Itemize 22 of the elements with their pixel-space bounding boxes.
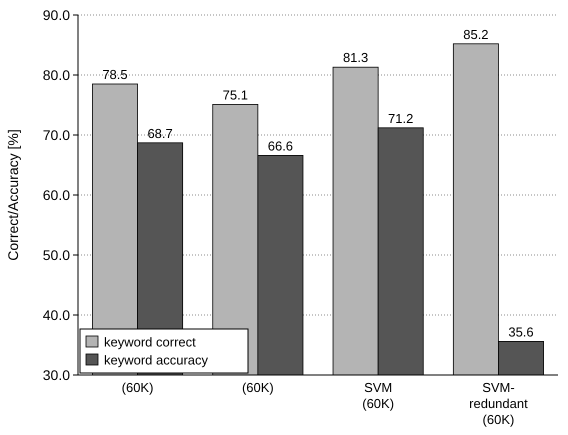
data-label: 85.2	[463, 26, 489, 42]
x-tick-label: SVM- redundant (60K)	[469, 380, 528, 427]
x-tick-label: SVM (60K)	[362, 380, 394, 411]
data-label: 66.6	[268, 138, 294, 154]
data-label: 78.5	[102, 67, 128, 82]
legend-label: keyword accuracy	[104, 352, 209, 368]
y-tick-label: 40.0	[42, 306, 70, 323]
y-tick-label: 30.0	[42, 366, 70, 383]
data-label: 75.1	[222, 87, 248, 102]
x-tick-label: (60K)	[122, 380, 154, 395]
data-label: 81.3	[342, 50, 368, 66]
y-tick-label: 90.0	[42, 6, 70, 23]
y-tick-label: 80.0	[42, 66, 70, 83]
y-tick-label: 50.0	[42, 246, 70, 263]
data-label: 68.7	[147, 126, 173, 141]
x-tick-label: (60K)	[242, 380, 274, 395]
y-tick-label: 60.0	[42, 186, 70, 203]
legend-label: keyword correct	[104, 334, 196, 350]
y-tick-label: 70.0	[42, 126, 70, 143]
y-axis-title: Correct/Accuracy [%]	[5, 129, 21, 261]
data-label: 35.6	[508, 324, 534, 340]
data-label: 71.2	[388, 110, 414, 126]
